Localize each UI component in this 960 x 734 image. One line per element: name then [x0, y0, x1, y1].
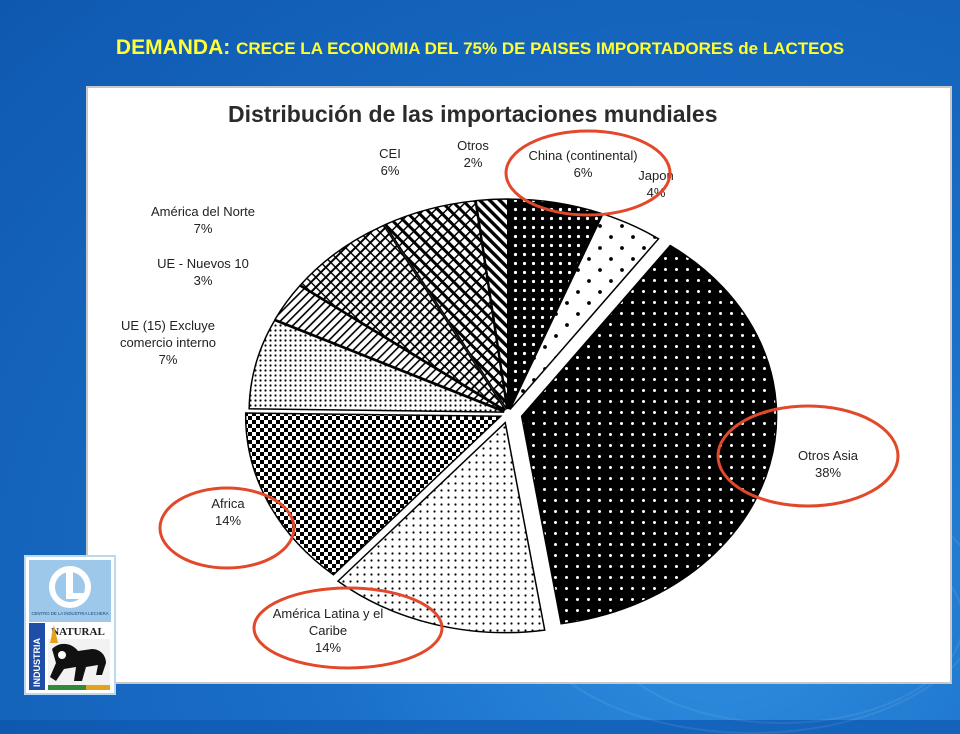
heading-lead: DEMANDA:: [115, 36, 237, 59]
slice-name: Japon: [638, 168, 673, 183]
cil-logo: CENTRO DE LA INDUSTRIA LECHERA INDUSTRIA…: [24, 555, 116, 695]
slice-label: Japon 4%: [638, 168, 673, 200]
slice-name: América Latina y el: [273, 606, 384, 621]
highlight-circle: [158, 486, 296, 570]
slice-label: América del Norte 7%: [151, 204, 255, 236]
slice-percent: 2%: [464, 155, 483, 170]
slice-percent: 4%: [647, 185, 666, 200]
pie-slice: [244, 412, 503, 576]
logo-side-text: INDUSTRIA: [32, 638, 42, 687]
slice-percent: 14%: [215, 513, 241, 528]
slice-name: UE (15) Excluye: [121, 318, 215, 333]
slice-label: China (continental) 6%: [528, 148, 637, 180]
highlight-circle: [504, 129, 672, 217]
slice-name: Caribe: [309, 623, 347, 638]
slice-name: Africa: [211, 496, 245, 511]
slice-label: CEI 6%: [379, 146, 401, 178]
chart-frame: Distribución de las importaciones mundia…: [86, 86, 952, 684]
slice-percent: 38%: [815, 465, 841, 480]
slice-percent: 6%: [574, 165, 593, 180]
pie-slice: [336, 421, 546, 634]
logo-ring-text: CENTRO DE LA INDUSTRIA LECHERA: [31, 611, 108, 616]
pie-slice: [475, 198, 509, 410]
slice-label: Africa 14%: [211, 496, 245, 528]
pie-chart: Distribución de las importaciones mundia…: [120, 101, 900, 670]
chart-title: Distribución de las importaciones mundia…: [228, 101, 718, 127]
slice-name: China (continental): [528, 148, 637, 163]
slice-name: Otros: [457, 138, 489, 153]
slice-label: Otros Asia 38%: [798, 448, 859, 480]
slice-label: Otros 2%: [457, 138, 489, 170]
slice-percent: 14%: [315, 640, 341, 655]
highlight-circle: [716, 404, 900, 508]
slice-label: América Latina y el Caribe 14%: [273, 606, 384, 655]
slice-name: América del Norte: [151, 204, 255, 219]
pie-slice: [273, 284, 505, 412]
slice-percent: 7%: [194, 221, 213, 236]
pie-slice: [248, 319, 505, 413]
highlight-circle: [252, 586, 444, 670]
slice-percent: 7%: [159, 352, 178, 367]
slice-name: Otros Asia: [798, 448, 859, 463]
slice-name: UE - Nuevos 10: [157, 256, 249, 271]
slice-label: UE (15) Excluye comercio interno 7%: [120, 318, 216, 367]
pie-slice: [520, 244, 778, 625]
slide-heading: DEMANDA: CRECE LA ECONOMIA DEL 75% DE PA…: [0, 36, 960, 60]
heading-rest: CRECE LA ECONOMIA DEL 75% DE PAISES IMPO…: [236, 39, 845, 58]
logo-brand-text: NATURAL: [51, 626, 105, 638]
slice-name: comercio interno: [120, 335, 216, 350]
pie-slice: [383, 199, 508, 410]
pie-slice: [299, 224, 507, 411]
slice-percent: 6%: [381, 163, 400, 178]
slice-percent: 3%: [194, 273, 213, 288]
slice-name: CEI: [379, 146, 401, 161]
slice-label: UE - Nuevos 10 3%: [157, 256, 249, 288]
logo-graphic: CENTRO DE LA INDUSTRIA LECHERA INDUSTRIA…: [29, 560, 111, 690]
